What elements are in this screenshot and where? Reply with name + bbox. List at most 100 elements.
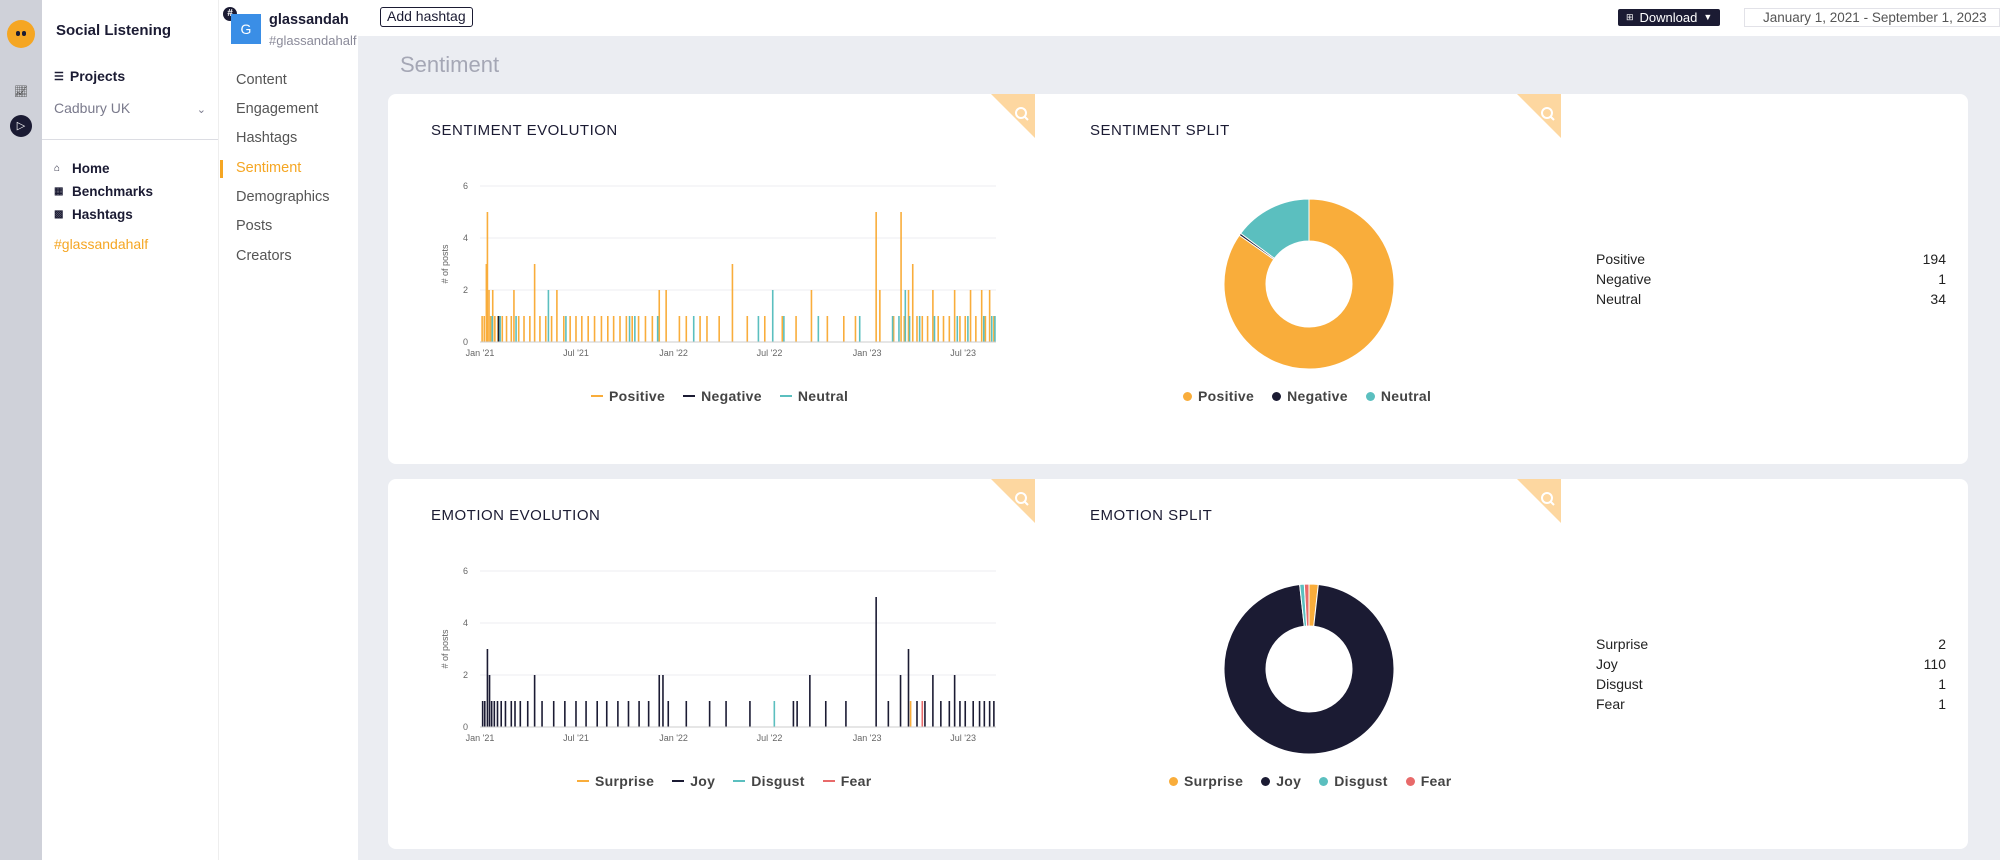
x-tick-label: Jan '23: [853, 348, 882, 358]
bars-icon: ▩: [54, 209, 64, 220]
sentiment-evolution-chart: 0 2 4 6 # of posts Jan '21 Jul '21 Jan '22 Jul '…: [440, 181, 996, 358]
sentiment-split-donut: [1223, 198, 1395, 370]
legend-item-negative[interactable]: Negative: [1272, 388, 1348, 404]
download-label: Download: [1639, 10, 1698, 25]
y-axis-label: # of posts: [440, 629, 450, 669]
add-hashtag-button[interactable]: Add hashtag: [380, 7, 473, 27]
table-row: Neutral 34: [1596, 291, 1946, 307]
table-row: Surprise 2: [1596, 636, 1946, 652]
social-listening-icon[interactable]: ▷: [10, 115, 32, 137]
page-title: Sentiment: [400, 52, 500, 77]
avatar: G: [231, 14, 261, 44]
legend-item-fear[interactable]: Fear: [1405, 773, 1452, 789]
primary-sidebar: Social Listening ☰ Projects Cadbury UK ⌄…: [42, 0, 218, 860]
y-tick-label: 4: [463, 233, 468, 243]
zoom-button[interactable]: [991, 94, 1035, 138]
chevron-down-icon: ⌄: [196, 104, 206, 116]
legend-item-neutral[interactable]: Neutral: [779, 388, 848, 404]
project-select[interactable]: Cadbury UK ⌄: [54, 100, 206, 116]
download-icon: ⊞: [1626, 12, 1634, 22]
sentiment-card: SENTIMENT EVOLUTION 0 2 4 6 # of posts Jan '2…: [388, 94, 1968, 464]
legend-item-joy[interactable]: Joy: [1261, 773, 1301, 789]
magnifier-icon: [1517, 94, 1561, 138]
layers-icon: ☰: [54, 70, 64, 83]
top-bar: Add hashtag ⊞ Download ▼ January 1, 2021…: [358, 0, 2000, 36]
y-tick-label: 0: [463, 722, 468, 732]
grid-icon: ▦: [54, 186, 64, 197]
date-range-picker[interactable]: January 1, 2021 - September 1, 2023: [1744, 8, 2000, 27]
tab-engagement[interactable]: Engagement: [236, 101, 319, 117]
table-row: Negative 1: [1596, 271, 1946, 287]
x-tick-label: Jan '22: [659, 733, 688, 743]
zoom-button[interactable]: [1517, 94, 1561, 138]
x-tick-label: Jul '22: [757, 733, 783, 743]
project-select-value: Cadbury UK: [54, 100, 131, 116]
table-row: Fear 1: [1596, 696, 1946, 712]
y-tick-label: 4: [463, 618, 468, 628]
x-tick-label: Jul '21: [563, 733, 589, 743]
y-axis-label: # of posts: [440, 244, 450, 284]
sentiment-evolution-title: SENTIMENT EVOLUTION: [431, 122, 618, 139]
y-tick-label: 6: [463, 181, 468, 191]
sentiment-split-title: SENTIMENT SPLIT: [1090, 122, 1230, 139]
emotion-evolution-chart: 0 2 4 6 # of posts Jan '21 Jul '21 Jan '22 Jul '…: [440, 566, 996, 743]
emotion-split-legend: Surprise Joy Disgust Fear: [1169, 773, 1451, 789]
sidebar-item-home[interactable]: ⌂ Home: [54, 161, 110, 176]
sidebar-item-label: Home: [72, 161, 110, 176]
emotion-split-title: EMOTION SPLIT: [1090, 507, 1213, 524]
sidebar-item-benchmarks[interactable]: ▦ Benchmarks: [54, 184, 153, 199]
table-row: Disgust 1: [1596, 676, 1946, 692]
home-icon: ⌂: [54, 163, 61, 174]
table-row: Positive 194: [1596, 251, 1946, 267]
slice-neutral[interactable]: [1240, 198, 1310, 260]
legend-item-positive[interactable]: Positive: [1183, 388, 1254, 404]
sentiment-split-legend: Positive Negative Neutral: [1183, 388, 1431, 404]
slice-joy[interactable]: [1223, 583, 1395, 755]
legend-item-fear[interactable]: Fear: [822, 773, 872, 789]
emotion-split-table: Surprise 2 Joy 110 Disgust 1 Fear 1: [1596, 634, 1946, 714]
table-row: Joy 110: [1596, 656, 1946, 672]
caret-down-icon: ▼: [1703, 12, 1713, 22]
zoom-button[interactable]: [1517, 479, 1561, 523]
app-logo-icon[interactable]: [7, 20, 35, 48]
slice-positive[interactable]: [1223, 198, 1395, 370]
legend-item-joy[interactable]: Joy: [672, 773, 715, 789]
zoom-button[interactable]: [991, 479, 1035, 523]
tab-creators[interactable]: Creators: [236, 248, 292, 264]
legend-item-disgust[interactable]: Disgust: [733, 773, 804, 789]
legend-item-negative[interactable]: Negative: [683, 388, 762, 404]
legend-item-positive[interactable]: Positive: [591, 388, 665, 404]
magnifier-icon: [991, 479, 1035, 523]
x-tick-label: Jul '23: [950, 348, 976, 358]
tab-posts[interactable]: Posts: [236, 218, 273, 234]
legend-item-surprise[interactable]: Surprise: [1169, 773, 1243, 789]
x-tick-label: Jan '23: [853, 733, 882, 743]
sidebar-hashtag-link[interactable]: #glassandahalf: [54, 236, 149, 252]
download-button[interactable]: ⊞ Download ▼: [1618, 9, 1721, 26]
x-tick-label: Jul '23: [950, 733, 976, 743]
tab-sentiment[interactable]: Sentiment: [236, 160, 302, 176]
active-indicator: [220, 160, 223, 178]
tab-content[interactable]: Content: [236, 72, 287, 88]
y-tick-label: 2: [463, 670, 468, 680]
emotion-evolution-title: EMOTION EVOLUTION: [431, 507, 601, 524]
analytics-icon[interactable]: 📈︎: [14, 86, 28, 98]
projects-label: Projects: [69, 68, 126, 84]
slice-fear[interactable]: [1303, 583, 1310, 627]
magnifier-icon: [991, 94, 1035, 138]
legend-item-disgust[interactable]: Disgust: [1319, 773, 1387, 789]
tab-hashtags[interactable]: Hashtags: [236, 130, 298, 146]
profile-sidebar: # G glassandah #glassandahalf Content En…: [218, 0, 358, 860]
x-tick-label: Jan '22: [659, 348, 688, 358]
x-tick-label: Jan '21: [466, 348, 495, 358]
legend-item-neutral[interactable]: Neutral: [1365, 388, 1431, 404]
legend-item-surprise[interactable]: Surprise: [577, 773, 654, 789]
sidebar-item-hashtags[interactable]: ▩ Hashtags: [54, 207, 133, 222]
sidebar-item-label: Hashtags: [72, 207, 133, 222]
app-title: Social Listening: [56, 22, 172, 39]
projects-link[interactable]: ☰ Projects: [54, 68, 125, 84]
tab-demographics[interactable]: Demographics: [236, 189, 330, 205]
profile-handle: #glassandahalf: [269, 33, 357, 48]
y-tick-label: 0: [463, 337, 468, 347]
y-tick-label: 6: [463, 566, 468, 576]
